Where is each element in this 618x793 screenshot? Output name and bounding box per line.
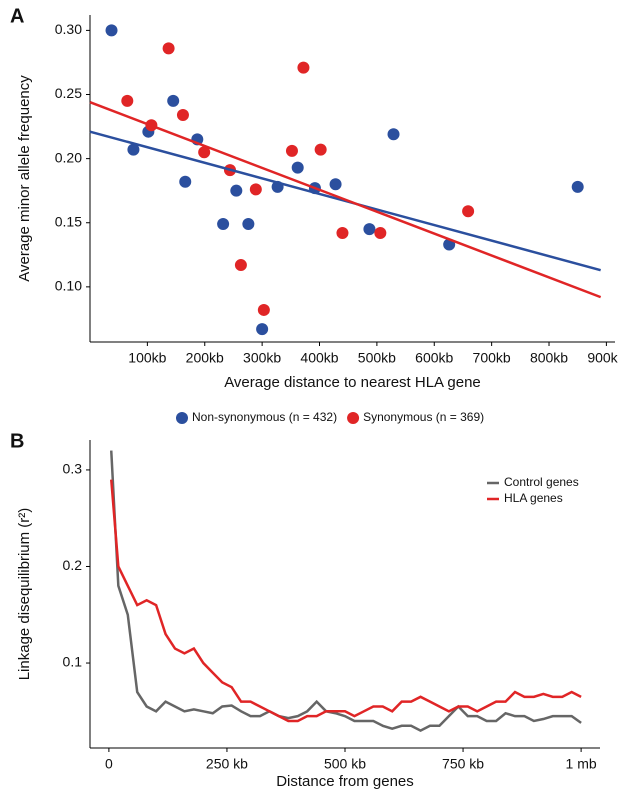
x-tick-label: 500kb bbox=[358, 350, 396, 366]
x-tick-label: 200kb bbox=[186, 350, 224, 366]
point bbox=[121, 94, 134, 107]
point bbox=[336, 227, 349, 239]
x-tick-label: 700kb bbox=[473, 350, 511, 366]
point bbox=[105, 24, 118, 37]
y-tick-label: 0.15 bbox=[55, 213, 82, 229]
y-tick-label: 0.30 bbox=[55, 21, 82, 37]
x-tick-label: 900kb bbox=[587, 350, 618, 366]
point bbox=[167, 94, 180, 107]
panel-label: A bbox=[10, 5, 24, 27]
point bbox=[285, 144, 298, 157]
legend-label: Synonymous (n = 369) bbox=[363, 410, 484, 424]
x-tick-label: 250 kb bbox=[206, 756, 248, 772]
x-tick-label: 750 kb bbox=[442, 756, 484, 772]
point bbox=[363, 223, 376, 236]
x-tick-label: 800kb bbox=[530, 350, 568, 366]
point bbox=[234, 259, 247, 272]
point bbox=[571, 180, 584, 193]
point bbox=[179, 175, 192, 188]
point bbox=[374, 227, 387, 239]
point bbox=[162, 42, 175, 55]
point bbox=[127, 143, 140, 156]
fit-line bbox=[89, 101, 602, 299]
y-tick-label: 0.1 bbox=[63, 654, 83, 670]
point bbox=[329, 178, 342, 191]
point bbox=[462, 205, 475, 218]
y-tick-label: 0.25 bbox=[55, 85, 82, 101]
x-tick-label: 100kb bbox=[128, 350, 166, 366]
y-axis-label: Average minor allele frequency bbox=[16, 75, 33, 282]
y-axis-label: Linkage disequilibrium (r²) bbox=[16, 508, 33, 681]
x-tick-label: 300kb bbox=[243, 350, 281, 366]
point bbox=[217, 218, 230, 231]
y-tick-label: 0.10 bbox=[55, 278, 82, 294]
point bbox=[242, 218, 255, 231]
legend-label: Non-synonymous (n = 432) bbox=[192, 410, 337, 424]
point bbox=[230, 184, 243, 197]
x-tick-label: 1 mb bbox=[566, 756, 597, 772]
legend-marker bbox=[347, 412, 360, 424]
legend-label: HLA genes bbox=[504, 491, 563, 505]
point bbox=[297, 61, 310, 74]
point bbox=[256, 323, 269, 336]
y-tick-label: 0.3 bbox=[63, 461, 83, 477]
point bbox=[257, 303, 270, 316]
x-tick-label: 600kb bbox=[415, 350, 453, 366]
series-line bbox=[110, 450, 582, 733]
panel-label: B bbox=[10, 430, 24, 452]
y-tick-label: 0.20 bbox=[55, 149, 82, 165]
y-tick-label: 0.2 bbox=[63, 557, 83, 573]
point bbox=[314, 143, 327, 156]
x-axis-label: Average distance to nearest HLA gene bbox=[224, 374, 481, 391]
point bbox=[291, 161, 304, 174]
point bbox=[198, 146, 211, 159]
x-axis-label: Distance from genes bbox=[276, 773, 414, 790]
point bbox=[387, 128, 400, 141]
x-tick-label: 500 kb bbox=[324, 756, 366, 772]
legend-marker bbox=[176, 412, 188, 424]
series-line bbox=[110, 479, 582, 723]
x-tick-label: 400kb bbox=[300, 350, 338, 366]
point bbox=[176, 109, 189, 122]
x-tick-label: 0 bbox=[105, 756, 113, 772]
legend-label: Control genes bbox=[504, 475, 579, 489]
point bbox=[249, 183, 262, 196]
